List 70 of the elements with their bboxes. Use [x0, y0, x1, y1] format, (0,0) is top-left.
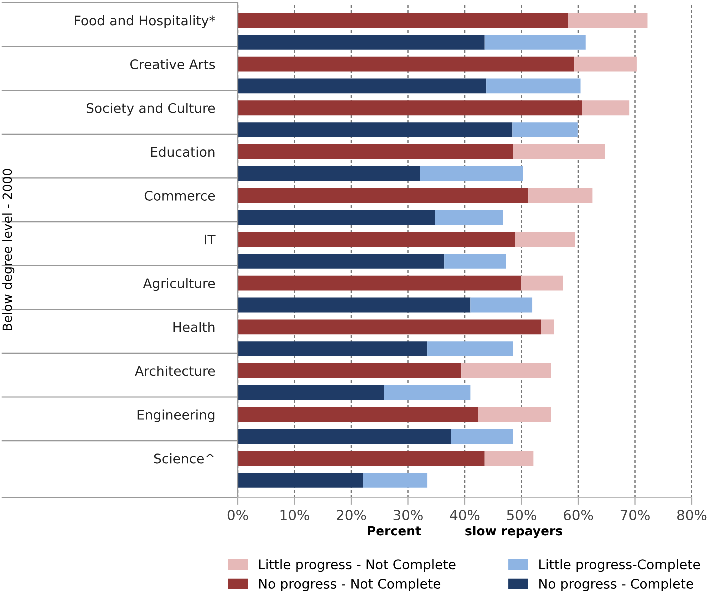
x-tick-label: 70%: [620, 510, 650, 521]
bar: [435, 210, 504, 226]
x-tick-label: 80%: [678, 510, 707, 521]
x-tick-label: 60%: [564, 510, 594, 521]
y-tick-label: Creative Arts: [130, 59, 216, 70]
bar: [363, 473, 428, 488]
x-tick-label: 40%: [450, 510, 480, 521]
bar: [238, 144, 514, 160]
bar: [478, 407, 552, 422]
y-tick-label: Engineering: [138, 410, 215, 423]
bar: [470, 298, 533, 313]
bar: [238, 188, 529, 204]
bar: [513, 144, 606, 160]
bar: [238, 385, 384, 400]
bar: [512, 122, 578, 138]
x-tick-label: 10%: [280, 510, 310, 521]
legend-label: No progress - Not Complete: [259, 578, 441, 592]
bar: [574, 56, 637, 72]
bar: [238, 78, 487, 94]
bar: [238, 210, 436, 226]
y-tick-label: Society and Culture: [86, 103, 216, 116]
bar: [541, 320, 554, 335]
bar: [384, 385, 471, 400]
bar: [238, 320, 542, 335]
bar: [462, 364, 552, 378]
bar: [238, 451, 485, 466]
y-tick-label: Agriculture: [143, 278, 216, 292]
bar: [238, 407, 478, 422]
y-tick-label: Education: [151, 146, 215, 158]
bar: [420, 166, 524, 182]
x-tick-label: 50%: [507, 510, 536, 521]
bar: [238, 56, 575, 72]
bar: [444, 254, 506, 269]
y-tick-label: Architecture: [135, 366, 216, 376]
bar: [428, 342, 514, 357]
x-tick-label: 30%: [394, 510, 423, 521]
bar: [521, 276, 564, 291]
bar: [238, 166, 420, 182]
bar: [238, 429, 452, 444]
bar: [238, 34, 485, 50]
y-tick-label: Food and Hospitality*: [75, 16, 216, 28]
bar: [528, 188, 593, 204]
bar: [451, 429, 514, 444]
bar: [516, 232, 576, 247]
bar: [238, 100, 582, 116]
legend-label: Little progress-Complete: [540, 559, 700, 572]
bar: [484, 34, 586, 50]
y-tick-label: Science^: [154, 454, 214, 464]
bar: [238, 342, 428, 357]
bar: [486, 78, 581, 94]
legend-label: No progress - Complete: [540, 578, 694, 592]
bar: [238, 298, 471, 313]
x-axis-title: Percent slow repayers: [368, 526, 562, 538]
bar: [238, 364, 462, 378]
bar: [238, 122, 513, 138]
bar: [484, 451, 534, 466]
y-tick-label: Health: [174, 322, 215, 332]
bar: [238, 254, 445, 269]
x-tick-label: 20%: [337, 510, 366, 521]
bar: [582, 100, 630, 116]
y-tick-label: IT: [205, 234, 216, 245]
legend-label: Little progress - Not Complete: [259, 559, 456, 572]
y-tick-label: Commerce: [144, 190, 216, 201]
bar: [238, 276, 522, 291]
y-axis-title: Below degree level - 2000: [2, 169, 15, 330]
x-tick-label: 0%: [228, 510, 248, 521]
bar: [238, 13, 568, 28]
bar: [568, 13, 648, 28]
bar: [238, 232, 516, 247]
bar: [238, 473, 364, 488]
